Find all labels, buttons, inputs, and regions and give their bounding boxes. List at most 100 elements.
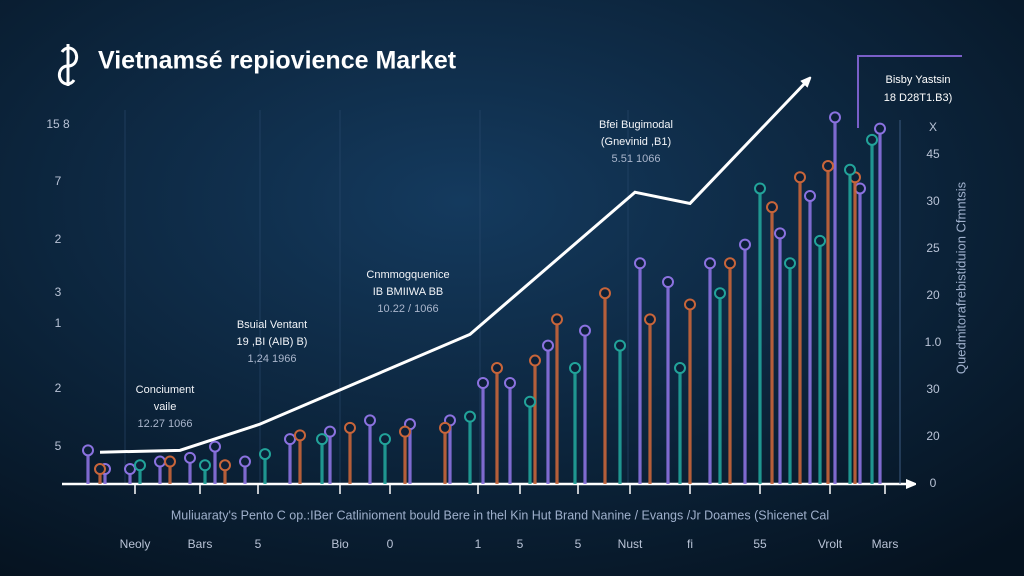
left-label: 7 xyxy=(55,174,62,188)
legend-title: Bisby Yastsin xyxy=(885,74,950,86)
lollipop-head xyxy=(491,362,503,375)
lollipop-head xyxy=(294,429,306,442)
right-label: 30 xyxy=(926,382,940,396)
x-label: 0 xyxy=(387,537,394,551)
lollipop-head xyxy=(542,339,554,352)
lollipop-head xyxy=(524,395,536,408)
left-label: 3 xyxy=(55,285,62,299)
lollipop-head xyxy=(184,451,196,464)
legend-subtitle: 18 D28T1.B3) xyxy=(884,92,952,104)
x-label: 5 xyxy=(517,537,524,551)
lollipop-head xyxy=(399,425,411,438)
right-label: 30 xyxy=(926,194,940,208)
annotation: Cnmmogquenice xyxy=(366,269,449,281)
annotation: IB BMIIWA BB xyxy=(373,286,444,298)
lollipop-head xyxy=(804,189,816,202)
right-label: 20 xyxy=(926,429,940,443)
lollipop-head xyxy=(754,182,766,195)
lollipop-head xyxy=(844,163,856,176)
right-label: 20 xyxy=(926,288,940,302)
left-label: 15 8 xyxy=(46,117,70,131)
right-label: 0 xyxy=(930,476,937,490)
annotation: (Gnevinid ,B1) xyxy=(601,136,671,148)
lollipop-head xyxy=(284,433,296,446)
lollipop-head xyxy=(239,455,251,468)
x-label: Neoly xyxy=(120,537,151,551)
lollipop-head xyxy=(164,455,176,468)
lollipop-head xyxy=(324,425,336,438)
lollipop-head xyxy=(874,122,886,135)
lollipop-head xyxy=(739,238,751,251)
lollipop-head xyxy=(866,133,878,146)
lollipop-head xyxy=(634,257,646,270)
lollipop-head xyxy=(477,377,489,389)
annotation: 19 ,BI (AIB) B) xyxy=(237,336,308,348)
lollipop-head xyxy=(822,160,834,173)
lollipop-head xyxy=(344,421,356,434)
lollipop-head xyxy=(714,287,726,300)
lollipop-head xyxy=(551,313,563,326)
lollipop-head xyxy=(154,455,166,468)
lollipop-head xyxy=(614,339,626,352)
trend-line xyxy=(99,80,808,454)
lollipop-head xyxy=(316,433,328,446)
lollipop-head xyxy=(82,444,94,457)
x-label: fi xyxy=(687,537,693,551)
annotation: Bfei Bugimodal xyxy=(599,119,673,131)
right-label: 45 xyxy=(926,147,940,161)
x-label: Mars xyxy=(872,537,899,551)
x-label: 55 xyxy=(753,537,767,551)
annotation: 5.51 1066 xyxy=(612,153,661,165)
left-label: 5 xyxy=(55,439,62,453)
lollipop-head xyxy=(464,410,476,423)
x-label: 5 xyxy=(575,537,582,551)
lollipop-head xyxy=(124,463,136,476)
annotation: 12.27 1066 xyxy=(137,418,192,430)
annotation: Bsuial Ventant xyxy=(237,319,307,331)
left-label: 2 xyxy=(55,381,62,395)
lollipop-head xyxy=(829,111,841,124)
x-label: Vrolt xyxy=(818,537,843,551)
x-axis-title: Muliuaraty's Pento C op.:IBer Catliniome… xyxy=(171,508,829,522)
lollipop-head xyxy=(579,324,591,337)
lollipop-head xyxy=(259,448,271,461)
left-label: 2 xyxy=(55,232,62,246)
lollipop-head xyxy=(814,234,826,247)
lollipop-head xyxy=(599,287,611,300)
x-label: Nust xyxy=(618,537,643,551)
x-label: 5 xyxy=(255,537,262,551)
annotation: 1,24 1966 xyxy=(248,353,297,365)
x-label: Bio xyxy=(331,537,349,551)
lollipop-head xyxy=(94,463,106,476)
right-label: 25 xyxy=(926,241,940,255)
lollipop-head xyxy=(209,440,221,453)
lollipop-head xyxy=(504,377,516,389)
lollipop-head xyxy=(766,201,778,214)
lollipop-head xyxy=(569,362,581,375)
lollipop-head xyxy=(784,257,796,270)
lollipop-head xyxy=(644,313,656,326)
lollipop-head xyxy=(704,257,716,270)
lollipop-head xyxy=(529,354,541,367)
lollipop-head xyxy=(662,276,674,288)
lollipop-head xyxy=(134,459,146,472)
annotation: 10.22 / 1066 xyxy=(377,303,438,315)
x-label: Bars xyxy=(188,537,213,551)
lollipop-head xyxy=(684,298,696,311)
lollipop-head xyxy=(724,257,736,270)
lollipop-head xyxy=(439,421,451,434)
title-icon xyxy=(57,44,79,86)
grid xyxy=(124,110,629,484)
chart-title: Vietnamsé repiovience Market xyxy=(98,47,457,75)
lollipop-head xyxy=(219,459,231,472)
left-label: 1 xyxy=(55,316,62,330)
lollipop-head xyxy=(379,433,391,446)
lollipop-head xyxy=(199,459,211,472)
y-axis-title: Quedmitorafrebistiduion Cfmntsis xyxy=(953,181,968,374)
right-label: 1.0 xyxy=(925,335,942,349)
right-label: X xyxy=(929,120,937,134)
lollipop-head xyxy=(674,362,686,375)
x-label: 1 xyxy=(475,537,482,551)
legend-frame xyxy=(857,55,962,128)
